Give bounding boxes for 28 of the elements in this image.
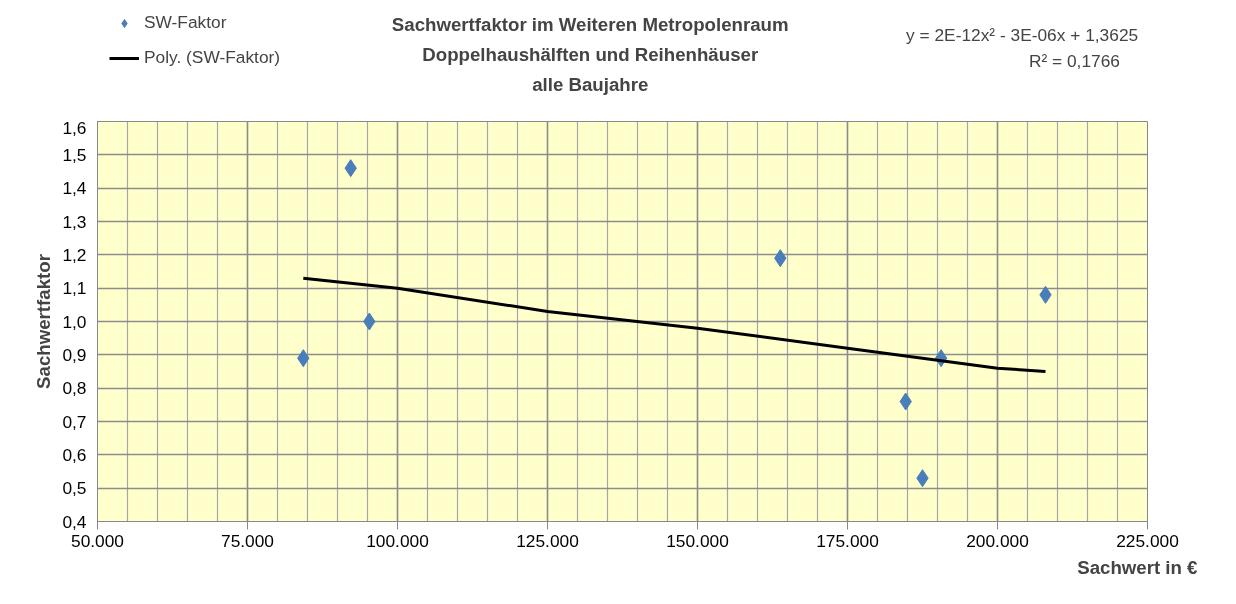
chart-title: Sachwertfaktor im Weiteren Metropolenraum Doppelhaushälften und Reihenhäuser alle Baujahre: [391, 13, 789, 95]
text: y = 2E-12x² - 3E-06x + 1,3625 R² = 0,1766: [906, 24, 1139, 71]
y-tick-label: 0,8: [62, 378, 87, 399]
y-tick-label: 1,4: [62, 178, 87, 199]
legend-label: Poly. (SW-Faktor): [144, 47, 281, 68]
line-series: [301, 276, 1047, 373]
y-tick-label: 0,6: [62, 444, 87, 465]
y-axis-title: Sachwertfaktor: [33, 254, 55, 389]
x-tick-label: 225.000: [1116, 530, 1179, 551]
y-tick-label: 1,3: [62, 211, 87, 232]
x-axis-title: Sachwert in €: [1077, 556, 1199, 578]
x-tick-label: 150.000: [666, 530, 729, 551]
y-tick-label: 1,2: [62, 244, 87, 265]
y-tick-label: 1,5: [62, 144, 87, 165]
y-tick-label: 1,6: [62, 117, 87, 138]
x-tick-label: 100.000: [366, 530, 429, 551]
legend-label: SW-Faktor: [144, 12, 227, 33]
y-tick-label: 0,7: [62, 411, 87, 432]
y-tick-label: 1,1: [62, 278, 87, 299]
y-tick-label: 0,9: [62, 344, 87, 365]
y-tick-label: 1,0: [62, 311, 87, 332]
x-tick-label: 125.000: [516, 530, 579, 551]
y-tick-label: 0,4: [62, 511, 87, 532]
y-tick-label: 0,5: [62, 478, 87, 499]
x-tick-label: 50.000: [71, 530, 124, 551]
x-tick-label: 175.000: [816, 530, 879, 551]
x-tick-label: 75.000: [221, 530, 274, 551]
x-tick-label: 200.000: [966, 530, 1029, 551]
